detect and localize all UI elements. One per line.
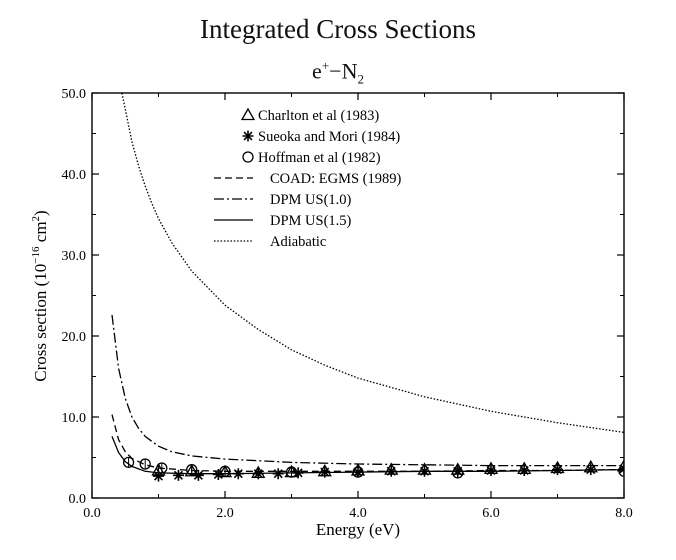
x-tick-label: 4.0 <box>349 506 367 521</box>
y-tick-label: 10.0 <box>62 411 87 426</box>
legend-item-3: Hoffman et al (1982) <box>242 150 381 166</box>
legend-label: Hoffman et al (1982) <box>258 150 381 166</box>
legend-item-2: Sueoka and Mori (1984) <box>242 129 400 145</box>
x-tick-label: 8.0 <box>615 506 633 521</box>
series-4 <box>111 414 624 472</box>
subtitle-superscript: + <box>321 58 330 73</box>
data-point <box>172 469 184 481</box>
y-tick-label: 50.0 <box>62 87 87 102</box>
page-title: Integrated Cross Sections <box>200 14 476 44</box>
legend-label: DPM US(1.5) <box>270 213 352 229</box>
y-label-unit-exponent: 2 <box>30 216 42 222</box>
data-point <box>552 464 563 476</box>
y-label-close: ) <box>31 210 50 216</box>
data-point <box>153 470 164 482</box>
legend-item-6: DPM US(1.5) <box>214 213 352 229</box>
data-point <box>212 469 224 481</box>
series-line <box>111 436 624 475</box>
series-7 <box>121 93 624 434</box>
series-line <box>111 314 624 467</box>
series-3 <box>122 456 624 479</box>
data-point <box>122 456 135 469</box>
data-point <box>192 469 204 481</box>
y-tick-label: 40.0 <box>62 168 87 183</box>
subtitle-base: e <box>312 58 322 84</box>
series-5 <box>111 314 624 467</box>
legend-marker <box>240 107 256 121</box>
x-tick-label: 6.0 <box>482 506 500 521</box>
x-tick-label: 0.0 <box>83 506 101 521</box>
series-layer <box>111 93 624 482</box>
subtitle-subscript: 2 <box>357 71 364 87</box>
series-line <box>111 414 624 472</box>
legend-label: DPM US(1.0) <box>270 192 352 208</box>
y-label-unit: cm <box>31 221 50 246</box>
y-label-main: Cross section (10 <box>31 264 50 382</box>
y-label-exponent: −16 <box>30 246 42 264</box>
chart-subtitle: e+−N2 <box>0 58 676 88</box>
legend: Charlton et al (1983) Sueoka and Mori (19… <box>214 107 401 250</box>
y-tick-label: 30.0 <box>62 249 87 264</box>
data-point <box>618 465 624 477</box>
legend-label: Adiabatic <box>270 234 326 250</box>
x-axis-label: Energy (eV) <box>316 520 400 539</box>
data-point <box>139 458 151 470</box>
legend-item-4: COAD: EGMS (1989) <box>214 171 401 187</box>
series-line <box>121 93 624 434</box>
x-tick-label: 2.0 <box>216 506 234 521</box>
legend-marker <box>242 151 254 163</box>
y-tick-label: 20.0 <box>62 330 87 345</box>
data-point <box>285 466 298 478</box>
legend-label: Charlton et al (1983) <box>258 108 379 124</box>
y-tick-label: 0.0 <box>69 492 87 507</box>
series-6 <box>111 436 624 475</box>
legend-label: Sueoka and Mori (1984) <box>258 129 400 145</box>
legend-item-1: Charlton et al (1983) <box>240 107 379 124</box>
x-axis: 0.0 2.0 4.0 6.0 8.0 <box>83 93 633 521</box>
legend-marker <box>242 130 254 142</box>
legend-item-7: Adiabatic <box>214 234 326 250</box>
data-point <box>452 467 464 479</box>
subtitle-mid: −N <box>329 58 358 84</box>
y-axis: 0.0 10.0 20.0 30.0 40.0 50.0 <box>62 87 624 507</box>
legend-label: COAD: EGMS (1989) <box>270 171 401 187</box>
y-axis-label: Cross section (10−16 cm2) <box>30 210 50 381</box>
legend-item-5: DPM US(1.0) <box>214 192 352 208</box>
